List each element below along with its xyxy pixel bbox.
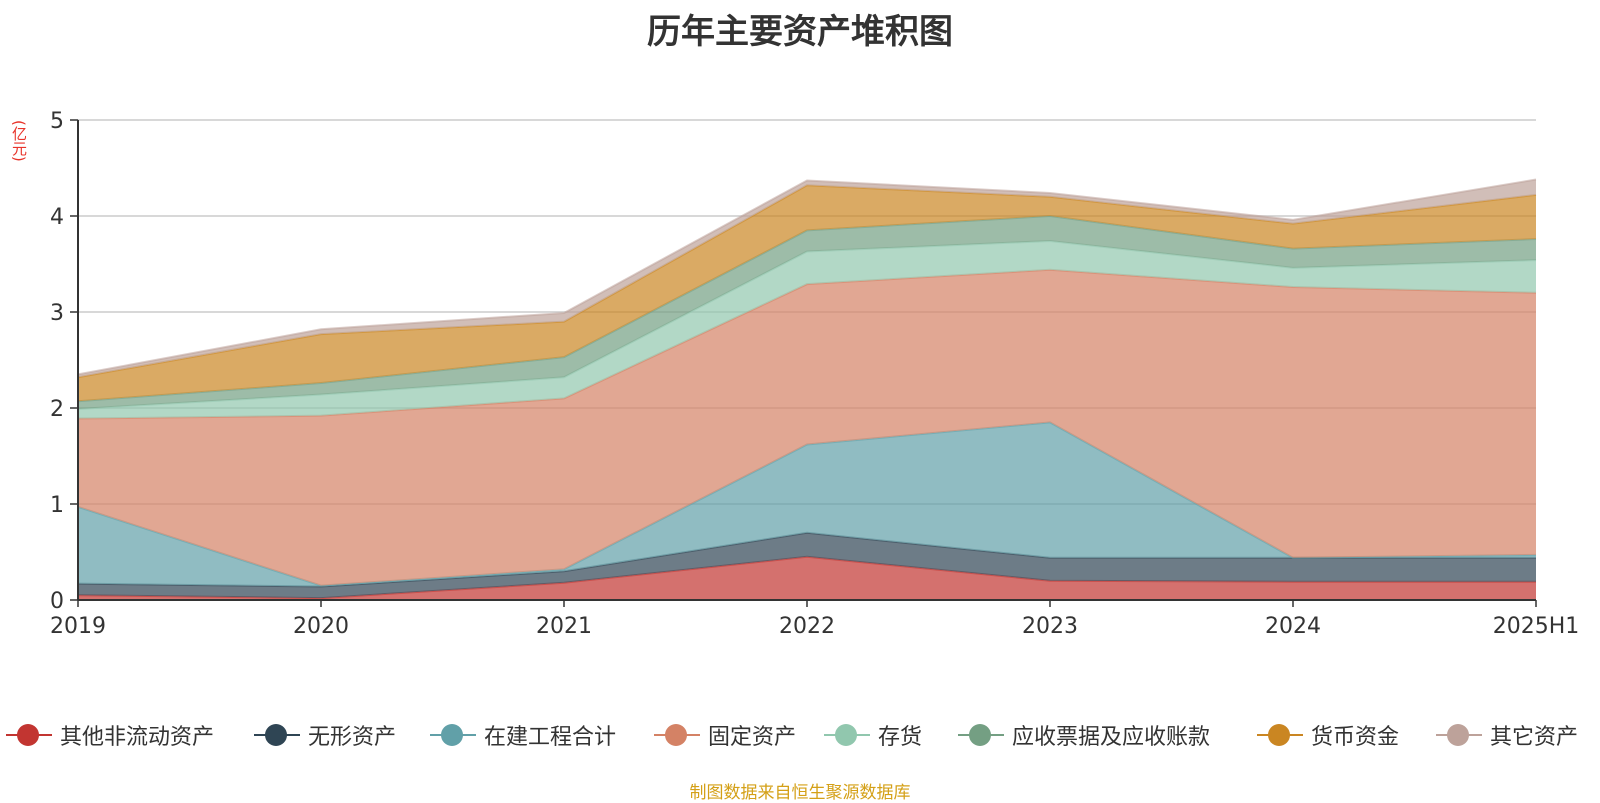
area-series-8 xyxy=(78,179,1536,378)
legend-label: 应收票据及应收账款 xyxy=(1012,725,1211,750)
x-tick-label: 2021 xyxy=(536,614,592,639)
legend-marker-icon xyxy=(1434,715,1484,755)
stacked-area-chart: 0 1 2 3 4 5 2019 2020 2021 2022 2023 2024 2025H1 xyxy=(50,109,1579,639)
legend-dot-icon xyxy=(665,724,687,746)
legend-label: 其他非流动资产 xyxy=(60,725,215,750)
area-series-line-8 xyxy=(77,178,1537,376)
source-note: 制图数据来自恒生聚源数据库 xyxy=(689,783,911,803)
legend-item[interactable]: 应收票据及应收账款 xyxy=(956,715,1210,755)
y-tick-label: 2 xyxy=(50,397,64,422)
legend-item[interactable]: 无形资产 xyxy=(252,715,396,755)
x-tick-label: 2019 xyxy=(50,614,106,639)
area-series-layer xyxy=(77,178,1537,600)
x-tick-label: 2023 xyxy=(1022,614,1078,639)
legend-marker-icon xyxy=(1255,715,1305,755)
legend-dot-icon xyxy=(835,724,857,746)
legend: 其他非流动资产 无形资产 在建工程合计 固定资产 存货 应收票据及应收账款 货币资金 其它资产 xyxy=(0,715,1600,755)
y-tick-label: 5 xyxy=(50,109,64,134)
legend-marker-icon xyxy=(652,715,702,755)
x-tick-label: 2022 xyxy=(779,614,835,639)
legend-label: 其它资产 xyxy=(1490,725,1579,750)
chart-title: 历年主要资产堆积图 xyxy=(647,12,953,52)
legend-dot-icon xyxy=(969,724,991,746)
legend-label: 货币资金 xyxy=(1311,725,1400,750)
area-series-3 xyxy=(78,422,1536,587)
legend-marker-icon xyxy=(4,715,54,755)
x-tick-label: 2025H1 xyxy=(1493,614,1580,639)
y-axis-unit-label: (亿元) xyxy=(10,120,28,162)
y-tick-label: 3 xyxy=(50,301,64,326)
y-tick-label: 0 xyxy=(50,589,64,614)
legend-dot-icon xyxy=(441,724,463,746)
area-series-4 xyxy=(78,269,1536,586)
legend-item[interactable]: 其它资产 xyxy=(1434,715,1578,755)
x-tick-label: 2024 xyxy=(1265,614,1321,639)
legend-label: 在建工程合计 xyxy=(484,725,617,750)
y-tick-label: 4 xyxy=(50,205,64,230)
tick-labels: 0 1 2 3 4 5 2019 2020 2021 2022 2023 2024 2025H1 xyxy=(50,109,1579,639)
legend-marker-icon xyxy=(252,715,302,755)
area-series-7 xyxy=(78,185,1536,402)
legend-marker-icon xyxy=(428,715,478,755)
legend-item[interactable]: 其他非流动资产 xyxy=(4,715,214,755)
legend-item[interactable]: 货币资金 xyxy=(1255,715,1399,755)
legend-dot-icon xyxy=(265,724,287,746)
area-series-1 xyxy=(78,556,1536,600)
legend-marker-icon xyxy=(822,715,872,755)
area-series-2 xyxy=(78,532,1536,599)
legend-item[interactable]: 固定资产 xyxy=(652,715,796,755)
legend-dot-icon xyxy=(1447,724,1469,746)
legend-dot-icon xyxy=(17,724,39,746)
legend-item[interactable]: 存货 xyxy=(822,715,922,755)
legend-label: 存货 xyxy=(878,725,923,750)
legend-marker-icon xyxy=(956,715,1006,755)
legend-item[interactable]: 在建工程合计 xyxy=(428,715,616,755)
y-tick-label: 1 xyxy=(50,493,64,518)
legend-label: 固定资产 xyxy=(708,725,797,750)
legend-dot-icon xyxy=(1268,724,1290,746)
x-tick-label: 2020 xyxy=(293,614,349,639)
axes xyxy=(70,119,1537,607)
legend-label: 无形资产 xyxy=(308,725,397,750)
